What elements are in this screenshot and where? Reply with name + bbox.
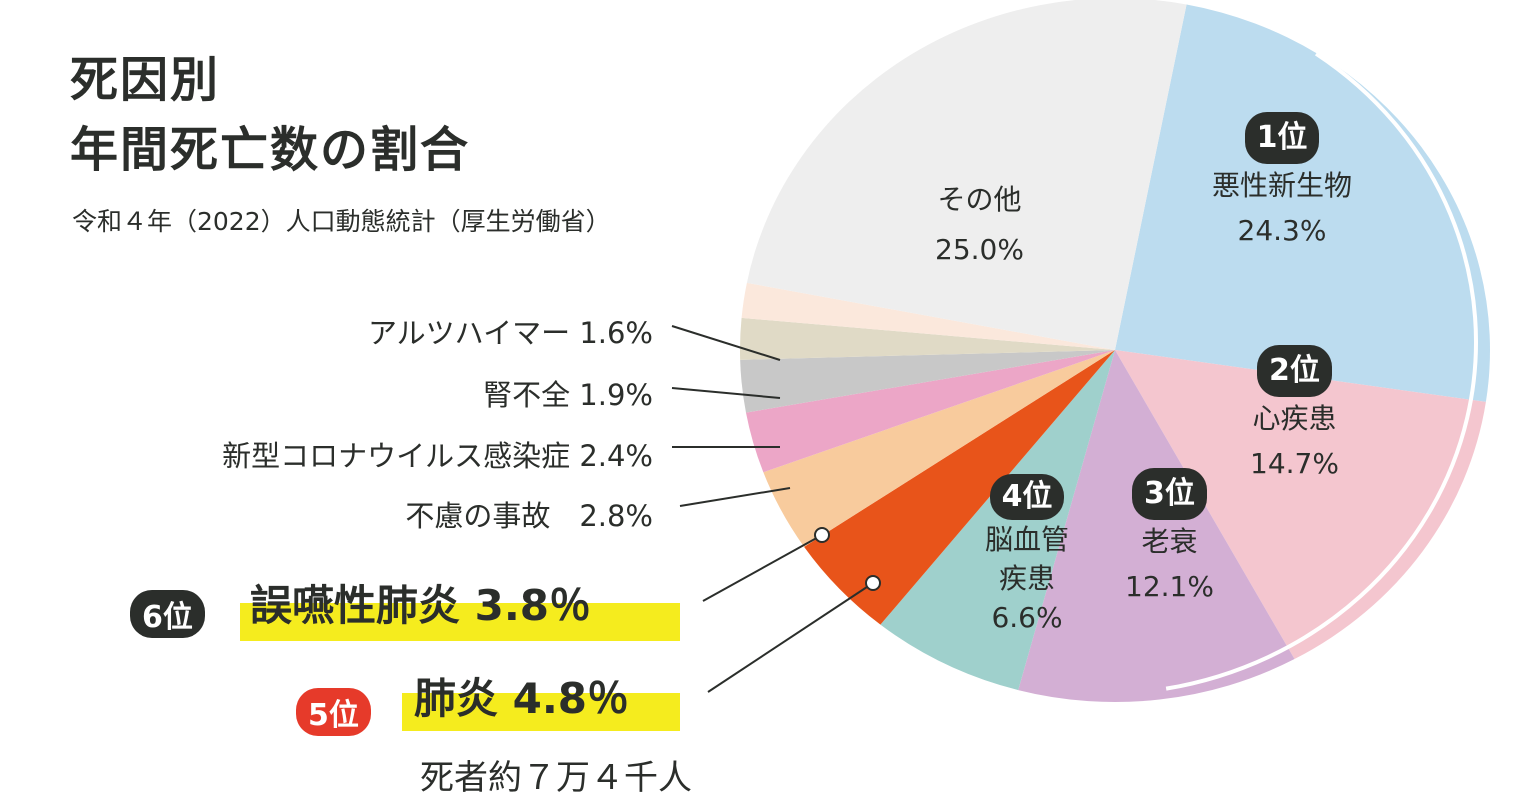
label-covid: 新型コロナウイルス感染症 2.4% [222, 439, 653, 473]
title-line-2: 年間死亡数の割合 [70, 122, 471, 178]
label-slice-4: 4位 脳血管 疾患 6.6% [985, 474, 1069, 638]
highlight [240, 603, 680, 641]
pie-slice-5 [763, 350, 1115, 547]
label-pneumonia: 肺炎 4.8％ [414, 674, 630, 723]
pie-slice-10 [746, 0, 1187, 350]
pie-slice-7 [740, 350, 1115, 413]
label-slice-1: 1位 悪性新生物 24.3% [1212, 112, 1352, 254]
rank-badge-6: 6位 [130, 590, 205, 638]
leader-line-5 [707, 582, 874, 693]
leader-line-0 [671, 325, 781, 361]
pie-slice-6 [745, 350, 1115, 473]
title-line-1: 死因別 [70, 52, 221, 108]
leader-dot [865, 575, 881, 591]
label-alzheimer: アルツハイマー 1.6% [367, 316, 653, 350]
pie-slice-0 [1115, 4, 1490, 402]
label-slice-other: その他 25.0% [935, 183, 1024, 267]
leader-dot [814, 527, 830, 543]
pie-slice-2 [1018, 350, 1295, 702]
pie-slice-4 [804, 350, 1115, 625]
highlight [402, 693, 680, 731]
pie-slice-9 [741, 282, 1115, 350]
label-slice-2: 2位 心疾患 14.7% [1250, 345, 1339, 487]
pie-slice-3 [880, 350, 1115, 691]
annotation: 死者約７万４千人 [420, 758, 692, 798]
leader-line-4 [702, 534, 823, 602]
label-accident: 不慮の事故 2.8% [405, 499, 653, 533]
label-aspiration: 誤嚥性肺炎 3.8％ [250, 581, 592, 630]
pie-slice-8 [739, 317, 1115, 360]
rank-badge-5: 5位 [296, 688, 371, 736]
label-kidney: 腎不全 1.9% [483, 378, 653, 412]
pie-slice-1 [1115, 350, 1486, 660]
rim-line [1165, 51, 1478, 691]
leader-line-1 [671, 387, 781, 399]
leader-line-3 [679, 487, 791, 507]
label-slice-3: 3位 老衰 12.1% [1125, 468, 1214, 610]
subtitle: 令和４年（2022）人口動態統計（厚生労働省） [72, 207, 611, 236]
